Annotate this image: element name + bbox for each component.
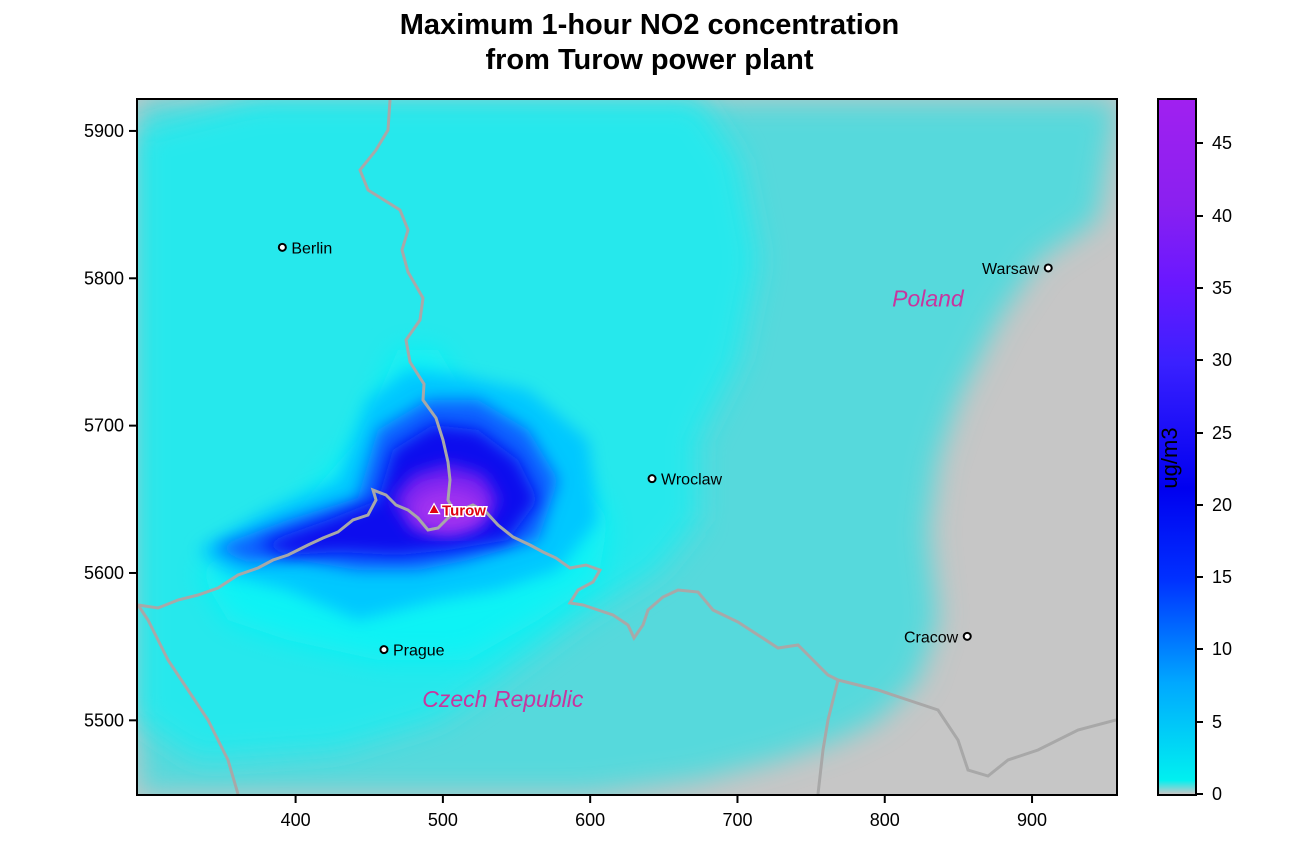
country-label-poland: Poland [892, 285, 965, 311]
colorbar-tick-mark [1195, 214, 1203, 217]
y-tick-label: 5700 [84, 416, 124, 436]
colorbar-tick-label: 15 [1212, 567, 1233, 588]
city-label-cracow: Cracow [904, 629, 959, 646]
city-marker-berlin [277, 242, 287, 252]
colorbar-tick-label: 30 [1212, 350, 1233, 371]
city-label-warsaw: Warsaw [982, 261, 1040, 278]
colorbar-tick-mark [1195, 142, 1203, 145]
colorbar [1157, 98, 1197, 796]
purple-core [412, 488, 484, 532]
colorbar-tick-mark [1195, 793, 1203, 795]
title-line-2: from Turow power plant [485, 44, 814, 76]
city-label-berlin: Berlin [291, 240, 332, 257]
city-marker-wroclaw [647, 474, 657, 484]
colorbar-tick-mark [1195, 286, 1203, 289]
y-tick-label: 5500 [84, 710, 124, 730]
border-czech-west [138, 604, 240, 794]
power-plant-marker [427, 502, 441, 515]
colorbar-tick-mark [1195, 720, 1203, 723]
colorbar-tick-label: 45 [1212, 133, 1233, 154]
colorbar-tick-label: 10 [1212, 639, 1233, 660]
x-tick-label: 900 [1017, 810, 1047, 830]
border-germany-poland [358, 100, 460, 519]
title-line-1: Maximum 1-hour NO2 concentration [399, 9, 900, 41]
y-tick-label: 5900 [84, 121, 124, 141]
concentration-map: Berlin Warsaw Wroclaw Prague Cracow Turow Pola… [136, 98, 1118, 796]
colorbar-tick-label: 0 [1212, 784, 1223, 804]
x-tick-label: 700 [722, 810, 752, 830]
city-label-wroclaw: Wroclaw [661, 472, 722, 489]
power-plant-label: Turow [442, 503, 486, 520]
city-label-prague: Prague [393, 643, 445, 660]
colorbar-tick-mark [1195, 431, 1203, 434]
colorbar-tick-label: 35 [1212, 277, 1233, 298]
y-tick-label: 5800 [84, 268, 124, 288]
city-marker-warsaw [1043, 263, 1053, 273]
colorbar-tick-mark [1195, 359, 1203, 362]
colorbar-unit-label: ug/m3 [1157, 427, 1182, 489]
border-czech-north [138, 487, 839, 682]
colorbar-tick-mark [1195, 648, 1203, 651]
map-overlay: Berlin Warsaw Wroclaw Prague Cracow Turow Pola… [277, 240, 1053, 712]
colorbar-tick-label: 25 [1212, 422, 1233, 443]
colorbar-tick-label: 20 [1212, 494, 1233, 515]
x-tick-label: 800 [870, 810, 900, 830]
x-tick-label: 400 [281, 810, 311, 830]
border-poland-south [816, 679, 840, 794]
y-tick-label: 5600 [84, 563, 124, 583]
colorbar-tick-mark [1195, 576, 1203, 579]
country-label-czech-republic: Czech Republic [422, 686, 584, 712]
colorbar-tick-mark [1195, 503, 1203, 506]
border-slovakia [837, 678, 1116, 778]
x-tick-label: 500 [428, 810, 458, 830]
colorbar-tick-label: 40 [1212, 205, 1233, 226]
x-tick-label: 600 [575, 810, 605, 830]
colorbar-tick-label: 5 [1212, 711, 1223, 732]
city-marker-prague [379, 645, 389, 655]
map-canvas [138, 100, 1116, 794]
map-title: Maximum 1-hour NO2 concentration from Tu… [0, 8, 1299, 78]
city-marker-cracow [962, 631, 972, 641]
